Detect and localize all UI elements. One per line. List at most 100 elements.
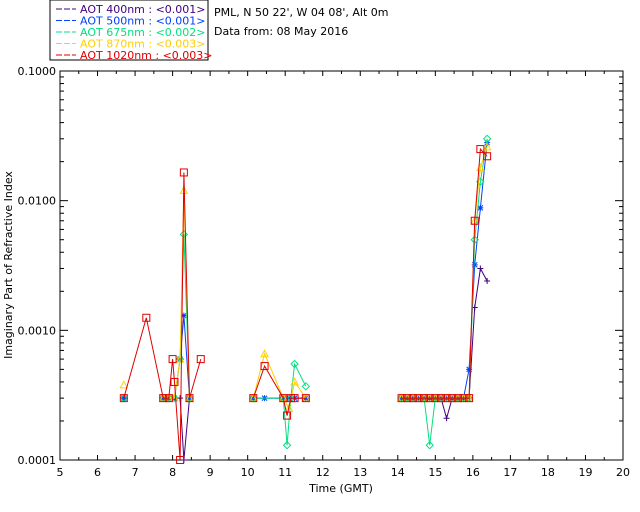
data-point-square — [142, 313, 151, 322]
data-point-square — [436, 394, 445, 403]
x-tick-label: 5 — [57, 466, 64, 479]
series-0 — [120, 265, 491, 463]
data-point-star — [120, 395, 127, 402]
data-point-square — [301, 394, 310, 403]
data-point-square — [476, 145, 485, 154]
data-point-square — [425, 394, 434, 403]
legend-entry: AOT 400nm : <0.001> — [80, 3, 206, 16]
data-point-triangle — [185, 393, 194, 402]
data-point-star — [477, 204, 484, 211]
data-point-square — [465, 394, 474, 403]
data-point-square — [164, 394, 173, 403]
data-point-square — [279, 394, 288, 403]
data-point-plus — [443, 415, 450, 422]
data-point-star — [180, 312, 187, 319]
x-tick-label: 20 — [616, 466, 630, 479]
x-tick-label: 8 — [169, 466, 176, 479]
data-point-square — [408, 394, 417, 403]
series-3 — [119, 142, 492, 412]
x-tick-label: 19 — [578, 466, 592, 479]
data-point-square — [179, 168, 188, 177]
data-point-square — [453, 394, 462, 403]
legend: AOT 400nm : <0.001>AOT 500nm : <0.001>AO… — [56, 3, 213, 62]
data-point-star — [302, 395, 309, 402]
y-tick-label: 0.0100 — [18, 195, 57, 208]
data-point-star — [250, 395, 257, 402]
x-tick-label: 6 — [94, 466, 101, 479]
data-point-triangle — [119, 380, 129, 389]
x-tick-label: 13 — [353, 466, 367, 479]
data-point-square — [249, 394, 258, 403]
data-point-square — [168, 355, 177, 364]
axes: 5 6 7 8 9 10 11 12 13 14 15 16 17 18 19 20 0.0001 0.0010 0… — [18, 65, 631, 479]
data-point-diamond — [425, 441, 434, 450]
series-line — [252, 364, 306, 416]
data-point-square — [176, 456, 185, 464]
data-point-diamond — [179, 230, 189, 239]
data-point-square — [431, 394, 440, 403]
y-axis-label: Imaginary Part of Refractive Index — [2, 171, 15, 359]
x-tick-label: 9 — [207, 466, 214, 479]
data-point-square — [119, 394, 128, 403]
legend-entry: AOT 1020nm : <0.003> — [80, 49, 213, 62]
x-tick-label: 17 — [503, 466, 517, 479]
plot-frame — [59, 70, 624, 461]
data-point-square — [483, 152, 492, 161]
x-tick-label: 12 — [316, 466, 330, 479]
data-point-triangle — [284, 403, 294, 412]
data-point-square — [260, 362, 269, 371]
data-point-square — [397, 394, 406, 403]
x-tick-label: 18 — [541, 466, 555, 479]
x-tick-label: 15 — [428, 466, 442, 479]
series-4 — [119, 145, 492, 464]
data-point-square — [170, 377, 179, 386]
legend-entry: AOT 500nm : <0.001> — [80, 15, 206, 28]
y-tick-label: 0.0001 — [18, 454, 57, 467]
data-point-star — [398, 395, 405, 402]
data-point-plus — [477, 265, 484, 272]
data-point-plus — [484, 278, 491, 285]
data-point-square — [442, 394, 451, 403]
data-point-star — [466, 366, 473, 373]
data-point-square — [420, 394, 429, 403]
data-point-square — [448, 394, 457, 403]
data-point-square — [159, 394, 168, 403]
series-line — [123, 172, 202, 461]
series-layer — [119, 134, 492, 464]
data-point-triangle — [248, 393, 258, 402]
data-point-triangle — [482, 142, 492, 151]
data-point-square — [290, 394, 299, 403]
data-point-square — [196, 355, 205, 364]
x-tick-label: 10 — [241, 466, 255, 479]
series-line — [401, 142, 488, 399]
x-tick-label: 16 — [466, 466, 480, 479]
data-point-square — [414, 394, 423, 403]
series-line — [253, 362, 307, 446]
legend-entry: AOT 870nm : <0.003> — [80, 38, 206, 51]
data-point-square — [185, 394, 194, 403]
x-tick-label: 11 — [278, 466, 292, 479]
station-info: PML, N 50 22', W 04 08', Alt 0m — [214, 6, 388, 19]
y-tick-label: 0.0010 — [18, 324, 57, 337]
data-point-diamond — [470, 235, 479, 244]
data-point-diamond — [175, 354, 185, 364]
data-point-triangle — [290, 377, 299, 386]
data-point-triangle — [260, 349, 269, 358]
x-tick-label: 14 — [391, 466, 405, 479]
y-tick-label: 0.1000 — [18, 65, 57, 78]
data-point-square — [403, 394, 412, 403]
x-tick-label: 7 — [132, 466, 139, 479]
data-point-diamond — [301, 382, 311, 391]
data-point-star — [285, 395, 292, 402]
data-point-square — [283, 411, 292, 420]
data-point-triangle — [278, 393, 288, 402]
data-date-info: Data from: 08 May 2016 — [214, 25, 348, 38]
data-point-square — [470, 216, 479, 225]
data-point-diamond — [282, 441, 292, 450]
data-point-square — [459, 394, 468, 403]
legend-entry: AOT 675nm : <0.002> — [80, 26, 206, 39]
data-point-star — [471, 261, 478, 268]
data-point-diamond — [482, 134, 492, 144]
legend-box — [49, 0, 209, 61]
